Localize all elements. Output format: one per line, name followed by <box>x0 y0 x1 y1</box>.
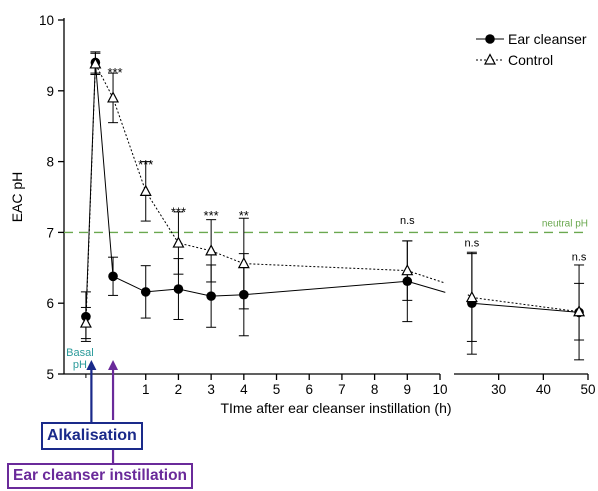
x-tick-label: 4 <box>240 382 248 397</box>
basal-ph-label: Basal <box>66 347 94 359</box>
significance-label: ** <box>239 208 249 223</box>
significance-label: *** <box>204 208 219 223</box>
data-point <box>573 305 586 317</box>
legend-swatch-marker <box>485 34 495 44</box>
x-tick-label: 3 <box>207 382 215 397</box>
significance-label: *** <box>171 205 186 220</box>
significance-label: *** <box>138 157 153 172</box>
y-tick-label: 8 <box>46 155 54 170</box>
series-line <box>471 302 580 313</box>
series-line-segment <box>407 280 446 293</box>
significance-label: n.s <box>572 252 587 264</box>
y-tick-label: 9 <box>46 84 54 99</box>
legend-entry-ear-cleanser: Ear cleanser <box>476 31 587 47</box>
data-point <box>89 57 102 69</box>
x-tick-label: 9 <box>404 382 412 397</box>
axes: 5 6 7 8 9 10 1 2 3 4 5 6 7 8 9 10 30 40 50 EAC pH TIme after… <box>9 13 596 416</box>
data-point <box>237 256 250 269</box>
x-tick-label: 7 <box>338 382 346 397</box>
x-tick-label: 5 <box>273 382 281 397</box>
y-tick-label: 6 <box>46 296 54 311</box>
x-tick-label: 40 <box>536 382 551 397</box>
data-point <box>108 271 118 282</box>
x-tick-label: 2 <box>175 382 183 397</box>
x-tick-label: 50 <box>580 382 595 397</box>
data-point <box>205 244 218 256</box>
event-arrows <box>86 360 119 465</box>
legend-swatch-marker <box>484 53 496 65</box>
alkalisation-arrow-head <box>86 360 97 370</box>
data-point <box>206 291 216 301</box>
y-tick-label: 10 <box>39 13 54 28</box>
data-point <box>401 263 414 276</box>
legend: Ear cleanser Control <box>476 31 587 68</box>
ear-cleanser-instillation-label: Ear cleanser instillation <box>7 463 194 489</box>
basal-ph-label: pH <box>73 359 87 371</box>
significance-label: *** <box>107 65 122 80</box>
legend-entry-control: Control <box>476 52 553 68</box>
x-tick-label: 8 <box>371 382 379 397</box>
x-tick-label: 6 <box>305 382 313 397</box>
series-line <box>85 62 408 317</box>
data-point <box>79 316 92 328</box>
x-tick-label: 10 <box>432 382 447 397</box>
significance-label: n.s <box>400 215 415 227</box>
series-line-segment <box>407 270 446 284</box>
x-axis-title: TIme after ear cleanser instillation (h) <box>220 400 451 416</box>
legend-label: Control <box>508 52 553 68</box>
series-line <box>85 61 408 324</box>
series-control <box>79 52 586 342</box>
data-point <box>139 184 152 196</box>
neutral-ph-reference: neutral pH <box>64 218 588 234</box>
data-point <box>172 236 185 248</box>
data-point <box>465 290 478 303</box>
alkalisation-label: Alkalisation <box>41 422 143 450</box>
series-layer <box>79 51 586 361</box>
y-tick-label: 7 <box>46 225 54 240</box>
y-axis-title: EAC pH <box>9 172 25 223</box>
data-point <box>140 287 151 297</box>
x-tick-label: 1 <box>142 382 150 397</box>
data-point <box>173 284 184 294</box>
legend-label: Ear cleanser <box>508 31 587 47</box>
x-tick-label: 30 <box>491 382 506 397</box>
series-ear-cleanser <box>80 51 585 361</box>
significance-label: n.s <box>465 238 480 250</box>
neutral-ph-label: neutral pH <box>542 218 588 229</box>
instillation-arrow-head <box>108 360 119 370</box>
y-tick-label: 5 <box>46 367 54 382</box>
data-point <box>107 91 120 103</box>
